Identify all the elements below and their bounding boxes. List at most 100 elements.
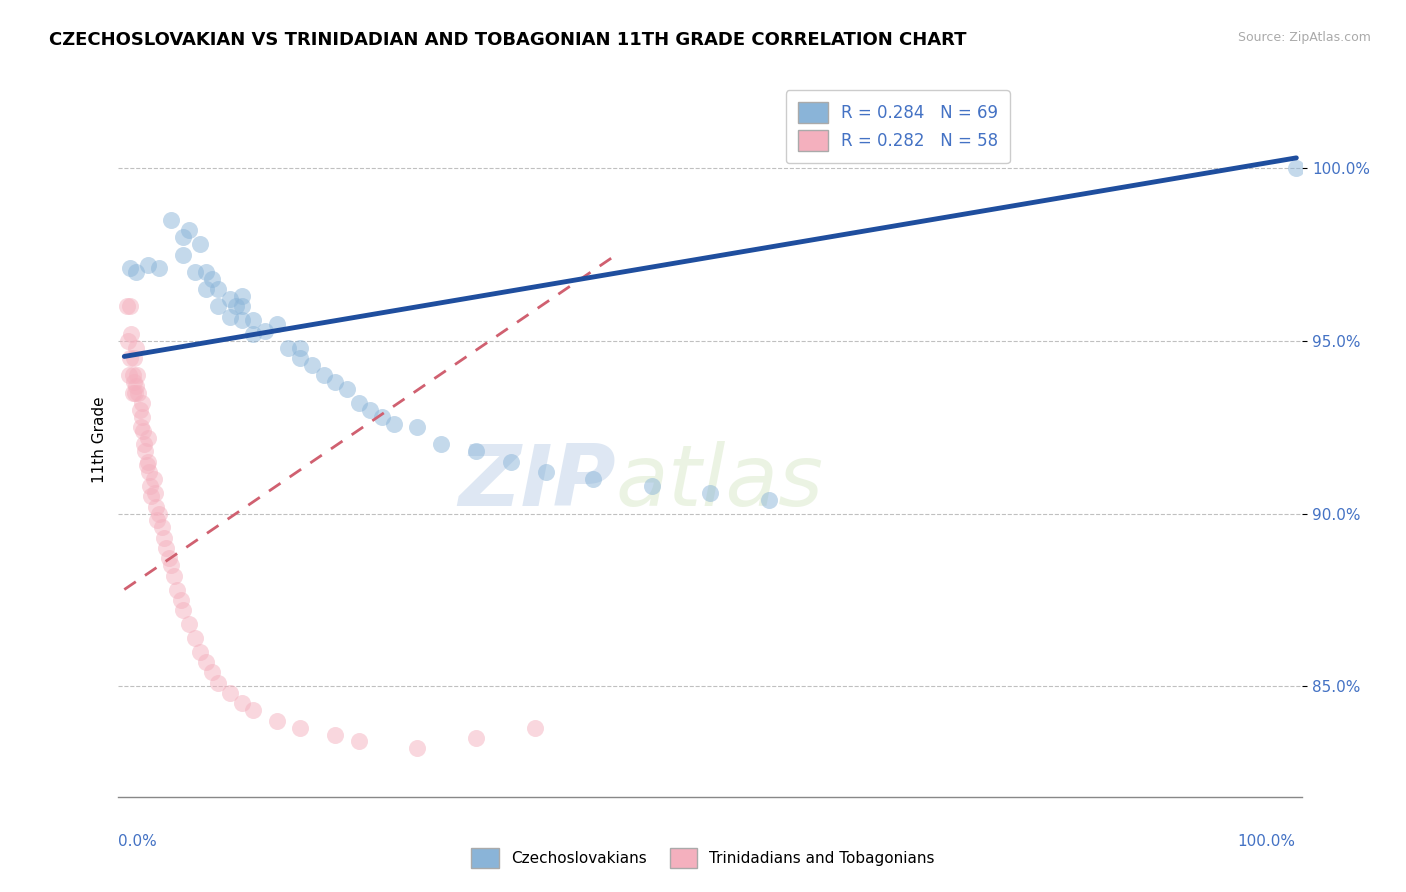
Point (131, 396, 153, 410)
Point (139, 479, 162, 493)
Point (127, 368, 149, 383)
Point (120, 261, 142, 276)
Point (136, 455, 159, 469)
Point (242, 703, 264, 717)
Point (231, 313, 253, 327)
Point (122, 351, 145, 366)
Point (169, 593, 191, 607)
Point (162, 568, 184, 582)
Point (120, 299, 142, 313)
Point (242, 313, 264, 327)
Point (160, 213, 183, 227)
Point (172, 603, 194, 617)
Point (288, 351, 311, 366)
Point (172, 230, 194, 244)
Point (359, 403, 381, 417)
Point (121, 385, 143, 400)
Point (312, 368, 335, 383)
Point (155, 541, 177, 555)
Point (122, 376, 145, 390)
Point (301, 358, 323, 372)
Point (132, 424, 155, 438)
Point (190, 645, 212, 659)
Point (266, 317, 288, 331)
Point (145, 500, 167, 514)
Point (231, 289, 253, 303)
Point (218, 293, 240, 307)
Point (153, 531, 176, 545)
Point (135, 458, 157, 473)
Point (136, 431, 159, 445)
Point (143, 486, 166, 500)
Point (277, 341, 299, 355)
Point (218, 310, 240, 324)
Point (336, 382, 359, 396)
Point (177, 223, 200, 237)
Point (499, 455, 522, 469)
Point (160, 558, 183, 573)
Text: atlas: atlas (616, 441, 824, 524)
Point (166, 582, 188, 597)
Point (758, 492, 780, 507)
Point (406, 741, 429, 756)
Point (115, 299, 138, 313)
Point (464, 731, 486, 745)
Point (150, 520, 173, 534)
Point (195, 282, 218, 296)
Point (177, 617, 200, 632)
Point (117, 334, 139, 348)
Point (699, 486, 721, 500)
Point (183, 631, 205, 645)
Point (146, 513, 169, 527)
Point (183, 265, 205, 279)
Point (118, 368, 141, 383)
Point (464, 444, 486, 458)
Point (347, 734, 370, 748)
Point (253, 324, 276, 338)
Point (124, 385, 146, 400)
Point (406, 420, 429, 434)
Point (142, 472, 165, 486)
Point (172, 247, 194, 261)
Text: ZIP: ZIP (458, 441, 616, 524)
Text: Source: ZipAtlas.com: Source: ZipAtlas.com (1237, 31, 1371, 45)
Point (131, 409, 153, 424)
Point (582, 472, 605, 486)
Point (127, 385, 149, 400)
Point (242, 326, 264, 341)
Point (218, 686, 240, 700)
Point (129, 420, 152, 434)
Point (190, 237, 212, 252)
Point (323, 376, 346, 390)
Text: 0.0%: 0.0% (118, 834, 157, 849)
Point (347, 396, 370, 410)
Point (523, 721, 546, 735)
Point (225, 299, 247, 313)
Point (157, 551, 180, 566)
Point (382, 417, 405, 431)
Point (148, 507, 170, 521)
Point (266, 714, 288, 728)
Point (201, 271, 224, 285)
Point (121, 368, 143, 383)
Point (534, 465, 557, 479)
Legend: R = 0.284   N = 69, R = 0.282   N = 58: R = 0.284 N = 69, R = 0.282 N = 58 (786, 90, 1010, 163)
Point (134, 444, 156, 458)
Point (1285, 161, 1308, 176)
Point (134, 437, 156, 451)
Point (120, 351, 142, 366)
Point (207, 299, 229, 313)
Point (136, 258, 159, 272)
Point (288, 341, 311, 355)
Point (128, 403, 150, 417)
Point (207, 675, 229, 690)
Point (141, 489, 163, 503)
Point (195, 265, 218, 279)
Point (120, 326, 142, 341)
Point (207, 282, 229, 296)
Point (125, 378, 148, 392)
Point (288, 721, 311, 735)
Point (323, 727, 346, 741)
Point (125, 265, 148, 279)
Point (429, 437, 451, 451)
